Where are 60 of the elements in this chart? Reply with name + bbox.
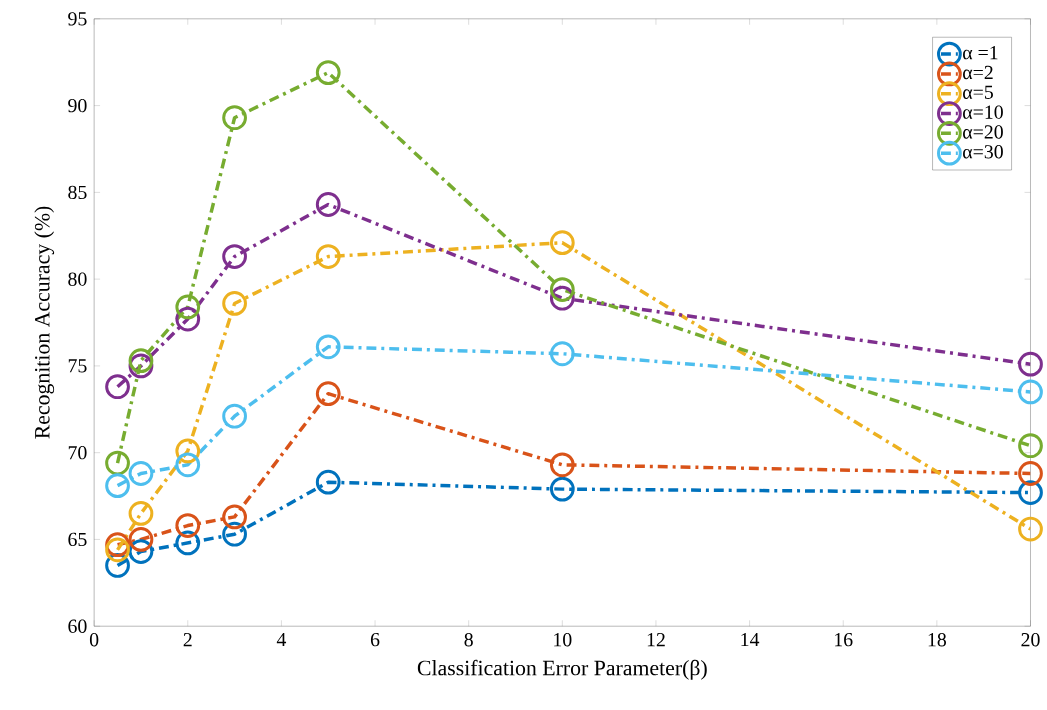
x-tick-label: 14 — [741, 632, 760, 646]
point — [222, 504, 247, 530]
x-tick-label: 20 — [1021, 632, 1040, 647]
point — [1018, 379, 1043, 405]
y-tick-label: 60 — [68, 619, 87, 633]
y-tick-label: 95 — [68, 11, 87, 26]
x-tick-label: 16 — [835, 632, 853, 647]
point — [175, 294, 201, 320]
x-tick-label: 18 — [928, 632, 947, 647]
point — [315, 191, 341, 217]
point — [105, 450, 130, 476]
x-tick-label: 6 — [370, 632, 380, 647]
point — [315, 60, 341, 85]
point — [222, 403, 247, 429]
point — [315, 243, 341, 269]
x-tick-label: 12 — [647, 632, 665, 646]
x-tick-label: 4 — [276, 632, 287, 646]
x-tick-label: 10 — [554, 632, 572, 647]
legend-label: α=30 — [963, 144, 1003, 159]
point — [222, 105, 247, 130]
y-axis-title: Recognition Accuracy (%) — [34, 206, 55, 439]
point — [1018, 433, 1043, 458]
point — [128, 348, 154, 373]
point — [315, 469, 341, 495]
point — [549, 476, 575, 502]
point — [128, 460, 154, 486]
y-tick-label: 80 — [68, 272, 87, 286]
point — [1018, 351, 1043, 377]
legend-label: α=10 — [963, 105, 1003, 119]
point — [315, 334, 341, 359]
x-tick-label: 8 — [464, 632, 473, 647]
point — [128, 526, 154, 552]
point — [549, 452, 575, 477]
point — [549, 341, 575, 366]
point — [105, 473, 130, 498]
point — [222, 290, 247, 316]
point — [549, 285, 575, 311]
point — [175, 512, 201, 538]
point — [1018, 516, 1043, 542]
point — [105, 537, 130, 563]
point — [222, 243, 247, 269]
point — [175, 452, 201, 477]
y-tick-label: 90 — [68, 98, 87, 113]
y-tick-label: 75 — [68, 359, 87, 373]
legend-label: α=20 — [963, 125, 1003, 139]
x-tick-label: 2 — [183, 632, 192, 646]
y-tick-label: 85 — [68, 185, 87, 199]
legend-label: α=5 — [963, 85, 993, 99]
legend-label: α=2 — [963, 65, 993, 79]
x-axis-title: Classification Error Parameter(β) — [417, 659, 707, 680]
point — [105, 374, 130, 399]
point — [549, 230, 575, 255]
legend-label: α =1 — [963, 45, 998, 60]
y-tick-label: 70 — [68, 445, 87, 460]
point — [549, 276, 575, 302]
point — [1018, 460, 1043, 486]
y-tick-label: 65 — [68, 532, 87, 546]
point — [128, 500, 154, 526]
point — [315, 381, 341, 406]
x-tick-label: 0 — [89, 632, 99, 647]
